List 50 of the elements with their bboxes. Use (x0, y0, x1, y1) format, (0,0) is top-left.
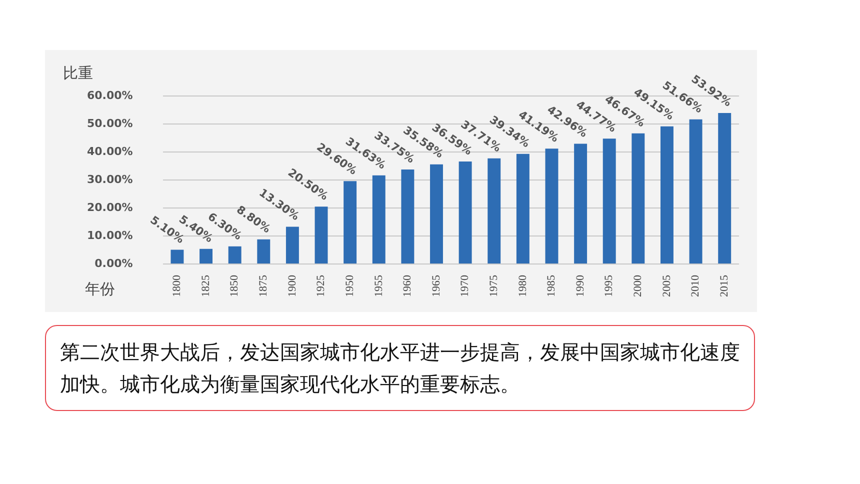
bar (488, 158, 501, 264)
y-tick-label: 0.00% (94, 256, 133, 270)
bar (718, 113, 732, 264)
bar (602, 138, 616, 264)
x-tick-label: 2000 (632, 274, 644, 297)
x-tick-label: 1960 (402, 274, 414, 297)
y-tick-label: 30.00% (86, 172, 133, 186)
x-tick-label: 1875 (258, 274, 270, 297)
y-tick-label: 20.00% (86, 200, 133, 214)
x-tick-label: 1965 (430, 274, 442, 297)
bar (170, 250, 184, 264)
x-tick-label: 2015 (718, 274, 730, 297)
bar (632, 133, 645, 264)
y-tick-label: 50.00% (86, 116, 133, 130)
x-tick-label: 2010 (690, 274, 702, 297)
bar (660, 126, 674, 264)
bar (372, 175, 386, 264)
bar (286, 226, 299, 264)
text: 第二次世界大战后，发达国家城市化水平进一步提高，发展中国家城市化速度加快。城市化成为衡量国家现代化水平的重要标志。 (45, 325, 755, 411)
x-tick-label: 1900 (286, 274, 298, 297)
x-tick-label: 1850 (228, 274, 241, 297)
x-tick-label: 1825 (200, 274, 212, 297)
x-tick-label: 2005 (660, 274, 673, 297)
x-tick-label: 1955 (372, 274, 385, 297)
bar (458, 162, 472, 264)
bar (200, 248, 213, 264)
bar (228, 246, 242, 264)
y-tick-label: 10.00% (86, 228, 133, 242)
bar (430, 164, 443, 264)
bar (401, 170, 414, 264)
x-tick-label: 1980 (516, 274, 529, 297)
x-tick-label: 1995 (603, 274, 616, 297)
bar (344, 181, 357, 264)
bar (314, 206, 328, 264)
bar (257, 239, 270, 264)
bar (516, 154, 530, 264)
x-tick-label: 1925 (315, 274, 328, 297)
x-tick-label: 1800 (171, 274, 184, 297)
bar (545, 148, 558, 264)
x-tick-label: 1990 (574, 274, 586, 297)
bar (574, 144, 588, 264)
x-axis-title: 年份 (85, 280, 115, 299)
x-tick-label: 1950 (344, 274, 356, 297)
x-tick-label: 1985 (546, 274, 558, 297)
y-tick-label: 60.00% (86, 88, 133, 102)
y-tick-label: 40.00% (86, 144, 133, 158)
x-tick-label: 1970 (459, 274, 472, 297)
bar (689, 119, 702, 264)
x-tick-label: 1975 (488, 274, 500, 297)
y-axis-title: 比重 (63, 64, 93, 83)
